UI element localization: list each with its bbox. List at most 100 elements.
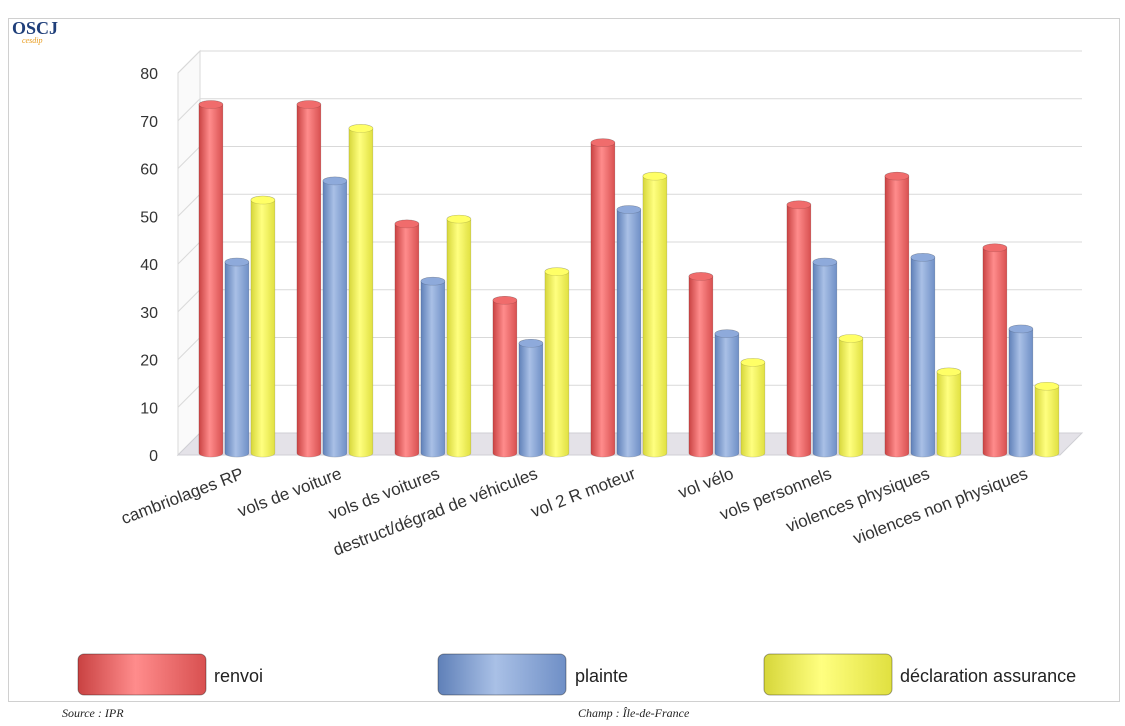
bar-top: [740, 358, 766, 367]
bar-1-3: [518, 338, 544, 458]
y-tick-label: 20: [140, 353, 158, 370]
bar-1-7: [910, 253, 936, 458]
scope-note: Champ : Île-de-France: [578, 706, 690, 720]
x-tick-label: vol 2 R moteur: [528, 464, 638, 521]
y-tick-label: 30: [140, 305, 158, 322]
bar-top: [250, 195, 276, 205]
bar-0-1: [296, 100, 322, 458]
gridline-diagonal: [177, 241, 201, 265]
bar-2-6: [838, 334, 864, 458]
bar-top: [420, 276, 446, 286]
legend-label: déclaration assurance: [900, 666, 1076, 686]
y-axis-ticks: 0 10 20 30 40 50 60 70 80: [140, 66, 158, 465]
bar-body: [224, 257, 250, 458]
bar-0-3: [492, 295, 518, 458]
bar-top: [688, 272, 714, 281]
y-tick-label: 0: [149, 448, 158, 465]
bar-body: [1034, 381, 1060, 458]
bar-2-0: [250, 195, 276, 458]
bar-top: [884, 171, 910, 181]
logo-subtext: cesdip: [22, 36, 43, 45]
legend-swatch: [77, 653, 207, 696]
bar-body: [296, 100, 322, 458]
bar-body: [982, 243, 1008, 458]
bar-2-1: [348, 124, 374, 458]
bar-1-0: [224, 257, 250, 458]
bar-top: [714, 329, 740, 339]
bar-top: [544, 267, 570, 276]
gridline-diagonal: [177, 98, 201, 122]
y-tick-label: 40: [140, 257, 158, 274]
x-tick-label: vol vélo: [676, 464, 737, 502]
bar-1-4: [616, 205, 642, 458]
source-note: Source : IPR: [62, 706, 124, 720]
bar-0-8: [982, 243, 1008, 458]
bar-0-6: [786, 200, 812, 458]
bar-top: [296, 100, 322, 109]
gridlines: [177, 50, 1082, 408]
bar-body: [936, 367, 962, 458]
bar-body: [740, 358, 766, 458]
y-tick-label: 10: [140, 400, 158, 417]
bar-0-5: [688, 272, 714, 458]
bar-2-5: [740, 358, 766, 458]
bar-top: [1008, 324, 1034, 334]
bar-top: [642, 171, 668, 181]
bar-body: [446, 214, 472, 458]
bar-top: [936, 367, 962, 377]
bar-body: [250, 195, 276, 458]
bar-body: [394, 219, 420, 458]
bar-body: [348, 124, 374, 458]
legend-label: plainte: [575, 666, 628, 686]
oscj-logo: OSCJ cesdip: [12, 18, 72, 48]
gridline-diagonal: [177, 146, 201, 169]
legend-label: renvoi: [214, 666, 263, 686]
y-tick-label: 80: [140, 66, 158, 83]
bar-top: [616, 205, 642, 214]
bar-top: [198, 100, 224, 109]
bar-0-2: [394, 219, 420, 458]
bar-top: [224, 257, 250, 267]
bar-2-3: [544, 267, 570, 458]
bar-body: [518, 338, 544, 458]
bar-top: [812, 257, 838, 267]
legend-swatch: [437, 653, 567, 696]
bar-0-7: [884, 171, 910, 458]
bar-2-4: [642, 171, 668, 458]
bar-body: [812, 257, 838, 458]
bar-1-5: [714, 329, 740, 458]
bar-body: [590, 138, 616, 458]
bar-body: [786, 200, 812, 458]
bar-top: [982, 243, 1008, 253]
bar-top: [446, 214, 472, 224]
bar-body: [1008, 324, 1034, 458]
bar-0-4: [590, 138, 616, 458]
bar-top: [348, 124, 374, 133]
bar-1-1: [322, 176, 348, 458]
bar-body: [884, 171, 910, 458]
bar-top: [590, 138, 616, 148]
bar-body: [322, 176, 348, 458]
bar-2-7: [936, 367, 962, 458]
bar-body: [616, 205, 642, 458]
gridline-diagonal: [177, 384, 201, 408]
bar-body: [714, 329, 740, 458]
bar-body: [420, 276, 446, 458]
bar-top: [322, 176, 348, 186]
gridline-diagonal: [177, 50, 201, 74]
bar-body: [544, 267, 570, 458]
gridline-diagonal: [177, 289, 201, 313]
gridline-diagonal: [177, 193, 201, 217]
bar-1-6: [812, 257, 838, 458]
bar-body: [910, 253, 936, 458]
bar-body: [198, 100, 224, 458]
bar-body: [642, 171, 668, 458]
bar-top: [838, 334, 864, 343]
logo-text: OSCJ: [12, 18, 59, 38]
y-tick-label: 70: [140, 114, 158, 131]
bars: [198, 100, 1060, 458]
bar-top: [1034, 381, 1060, 391]
bar-1-2: [420, 276, 446, 458]
